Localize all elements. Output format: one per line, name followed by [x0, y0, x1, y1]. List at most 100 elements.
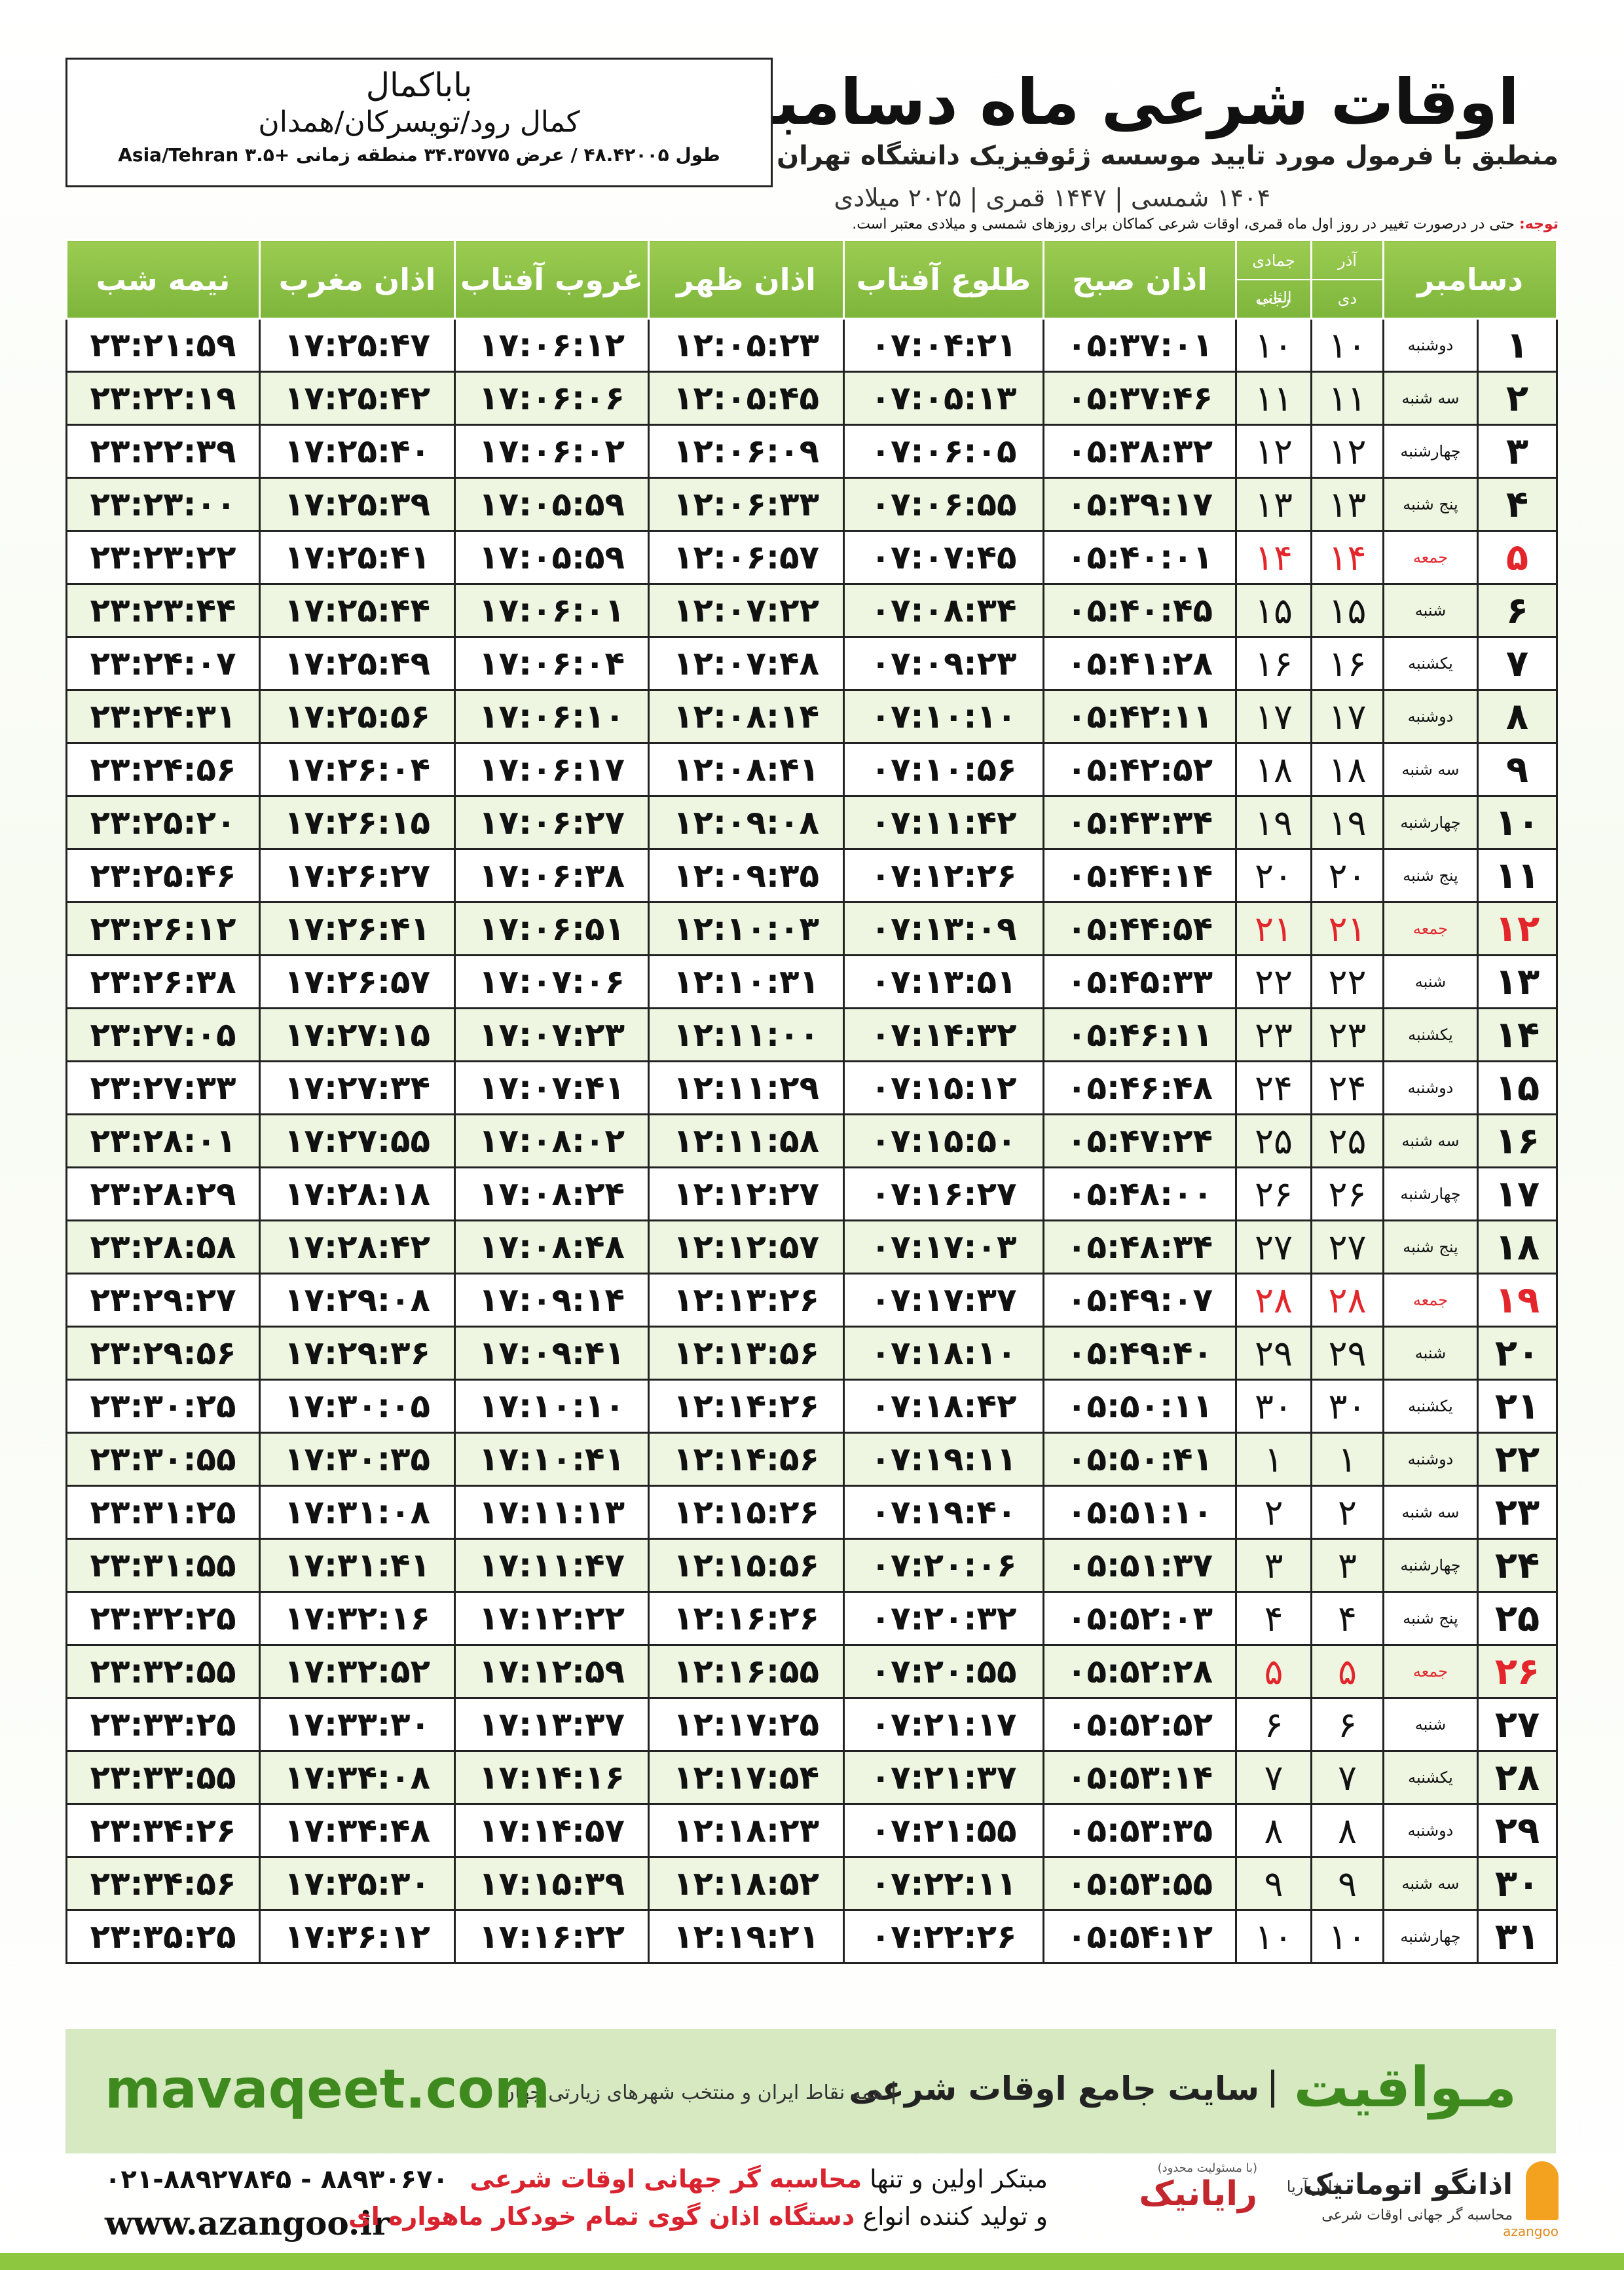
time: ۰۷:۱۵:۵۰ [843, 1113, 1044, 1168]
lunar-date: ۲۳ [1235, 1007, 1312, 1062]
time: ۱۲:۱۳:۵۶ [648, 1326, 845, 1381]
lunar-date: ۸ [1235, 1803, 1312, 1858]
text: مبتکر اولین و تنها [870, 2165, 1048, 2193]
time: ۱۷:۱۲:۲۲ [454, 1591, 650, 1646]
lunar-date: ۶ [1235, 1697, 1312, 1752]
time: ۱۷:۲۵:۳۹ [259, 477, 456, 532]
time: ۱۷:۰۵:۵۹ [454, 477, 650, 532]
time: ۱۷:۰۸:۲۴ [454, 1166, 650, 1221]
solar-date: ۱۸ [1310, 742, 1384, 797]
day-number: ۲۴ [1477, 1538, 1558, 1593]
weekday: جمعه [1382, 530, 1479, 585]
lunar-date: ۴ [1235, 1591, 1312, 1646]
table-row: ۲۲ دوشنبه ۱ ۱ ۰۵:۵۰:۴۱ ۰۷:۱۹:۱۱ ۱۲:۱۴:۵۶ ۱۷:۱۰:… [65, 1432, 1558, 1487]
time: ۱۷:۲۹:۳۶ [259, 1326, 456, 1381]
table-row: ۲۶ جمعه ۵ ۵ ۰۵:۵۲:۲۸ ۰۷:۲۰:۵۵ ۱۲:۱۶:۵۵ ۱۷:۱۲:۵۹… [65, 1644, 1558, 1699]
time: ۰۷:۲۲:۲۶ [843, 1909, 1044, 1964]
day-number: ۹ [1477, 742, 1558, 797]
lunar-date: ۱۶ [1235, 636, 1312, 691]
solar-date: ۲ [1310, 1485, 1384, 1540]
time: ۰۷:۲۰:۰۶ [843, 1538, 1044, 1593]
logo-note: (با مسئولیت محدود) [1157, 2161, 1257, 2175]
time: ۱۲:۱۸:۲۳ [648, 1803, 845, 1858]
time: ۱۲:۰۶:۰۹ [648, 424, 845, 479]
lunar-date: ۳۰ [1235, 1379, 1312, 1434]
time: ۰۵:۴۵:۳۳ [1043, 954, 1237, 1009]
time: ۲۳:۲۶:۱۲ [65, 901, 261, 956]
lunar-date: ۱۳ [1235, 477, 1312, 532]
time: ۱۲:۱۱:۰۰ [648, 1007, 845, 1062]
table-row: ۸ دوشنبه ۱۷ ۱۷ ۰۵:۴۲:۱۱ ۰۷:۱۰:۱۰ ۱۲:۰۸:۱۴ ۱۷:۰۶… [65, 689, 1558, 744]
column-header: آذر دی [1310, 239, 1384, 320]
day-number: ۱۱ [1477, 848, 1558, 903]
time: ۰۷:۰۸:۳۴ [843, 583, 1044, 638]
time: ۱۲:۰۶:۳۳ [648, 477, 845, 532]
solar-date: ۲۲ [1310, 954, 1384, 1009]
time: ۲۳:۲۴:۵۶ [65, 742, 261, 797]
time: ۱۲:۱۵:۲۶ [648, 1485, 845, 1540]
day-number: ۸ [1477, 689, 1558, 744]
day-number: ۱۳ [1477, 954, 1558, 1009]
highlight: دستگاه اذان گوی تمام خودکار ماهواره ای [348, 2202, 855, 2231]
table-row: ۳۱ چهارشنبه ۱۰ ۱۰ ۰۵:۵۴:۱۲ ۰۷:۲۲:۲۶ ۱۲:۱۹:۲۱ ۱۷… [65, 1909, 1558, 1964]
time: ۰۵:۴۸:۳۴ [1043, 1219, 1237, 1275]
time: ۱۷:۱۴:۱۶ [454, 1750, 650, 1805]
table-row: ۴ پنج شنبه ۱۳ ۱۳ ۰۵:۳۹:۱۷ ۰۷:۰۶:۵۵ ۱۲:۰۶:۳۳ ۱۷:… [65, 477, 1558, 532]
lunar-date: ۷ [1235, 1750, 1312, 1805]
lunar-date: ۲۲ [1235, 954, 1312, 1009]
time: ۲۳:۳۲:۲۵ [65, 1591, 261, 1646]
time: ۲۳:۲۳:۰۰ [65, 477, 261, 532]
table-row: ۱۱ پنج شنبه ۲۰ ۲۰ ۰۵:۴۴:۱۴ ۰۷:۱۲:۲۶ ۱۲:۰۹:۳۵ ۱۷… [65, 848, 1558, 903]
column-header: اذان صبح [1043, 239, 1237, 320]
weekday: دوشنبه [1382, 318, 1479, 373]
solar-date: ۳ [1310, 1538, 1384, 1593]
lunar-date: ۲۴ [1235, 1060, 1312, 1115]
weekday: دوشنبه [1382, 1803, 1479, 1858]
weekday: چهارشنبه [1382, 795, 1479, 850]
weekday: یکشنبه [1382, 1750, 1479, 1805]
lunar-date: ۱۲ [1235, 424, 1312, 479]
lunar-date: ۲۸ [1235, 1273, 1312, 1328]
weekday: سه شنبه [1382, 1485, 1479, 1540]
slogan: سایت جامع اوقات شرعی [849, 2070, 1274, 2108]
time: ۰۵:۴۳:۳۴ [1043, 795, 1237, 850]
time: ۰۵:۵۳:۵۵ [1043, 1856, 1237, 1911]
time: ۱۲:۰۷:۲۲ [648, 583, 845, 638]
time: ۰۵:۵۴:۱۲ [1043, 1909, 1237, 1964]
time: ۰۵:۴۴:۱۴ [1043, 848, 1237, 903]
prayer-table: دسامبر آذر دی جمادی الثانی رجب اذان صبح طلوع آ… [65, 239, 1558, 1964]
lunar-date: ۱۹ [1235, 795, 1312, 850]
time: ۰۷:۱۷:۳۷ [843, 1273, 1044, 1328]
time: ۰۷:۱۸:۴۲ [843, 1379, 1044, 1434]
table-row: ۵ جمعه ۱۴ ۱۴ ۰۵:۴۰:۰۱ ۰۷:۰۷:۴۵ ۱۲:۰۶:۵۷ ۱۷:۰۵:۵… [65, 530, 1558, 585]
time: ۰۷:۰۹:۲۳ [843, 636, 1044, 691]
table-row: ۱۵ دوشنبه ۲۴ ۲۴ ۰۵:۴۶:۴۸ ۰۷:۱۵:۱۲ ۱۲:۱۱:۲۹ ۱۷:۰… [65, 1060, 1558, 1115]
time: ۰۵:۴۴:۵۴ [1043, 901, 1237, 956]
time: ۰۷:۱۸:۱۰ [843, 1326, 1044, 1381]
time: ۰۷:۱۳:۵۱ [843, 954, 1044, 1009]
table-body: ۱ دوشنبه ۱۰ ۱۰ ۰۵:۳۷:۰۱ ۰۷:۰۴:۲۱ ۱۲:۰۵:۲۳ ۱۷:۰۶… [65, 318, 1558, 1964]
time: ۰۷:۰۶:۰۵ [843, 424, 1044, 479]
time: ۱۷:۱۰:۱۰ [454, 1379, 650, 1434]
time: ۲۳:۲۸:۵۸ [65, 1219, 261, 1275]
table-row: ۱۴ یکشنبه ۲۳ ۲۳ ۰۵:۴۶:۱۱ ۰۷:۱۴:۳۲ ۱۲:۱۱:۰۰ ۱۷:۰… [65, 1007, 1558, 1062]
weekday: چهارشنبه [1382, 1909, 1479, 1964]
table-row: ۱۹ جمعه ۲۸ ۲۸ ۰۵:۴۹:۰۷ ۰۷:۱۷:۳۷ ۱۲:۱۳:۲۶ ۱۷:۰۹:… [65, 1273, 1558, 1328]
day-number: ۲۰ [1477, 1326, 1558, 1381]
time: ۱۲:۱۲:۵۷ [648, 1219, 845, 1275]
time: ۱۷:۰۹:۱۴ [454, 1273, 650, 1328]
weekday: جمعه [1382, 901, 1479, 956]
time: ۰۷:۰۶:۵۵ [843, 477, 1044, 532]
weekday: دوشنبه [1382, 1060, 1479, 1115]
time: ۲۳:۲۸:۲۹ [65, 1166, 261, 1221]
time: ۰۵:۵۰:۱۱ [1043, 1379, 1237, 1434]
time: ۰۷:۱۱:۴۲ [843, 795, 1044, 850]
solar-date: ۴ [1310, 1591, 1384, 1646]
day-number: ۳۱ [1477, 1909, 1558, 1964]
time: ۱۷:۲۶:۰۴ [259, 742, 456, 797]
solar-date: ۹ [1310, 1856, 1384, 1911]
lunar-date: ۹ [1235, 1856, 1312, 1911]
table-row: ۱۸ پنج شنبه ۲۷ ۲۷ ۰۵:۴۸:۳۴ ۰۷:۱۷:۰۳ ۱۲:۱۲:۵۷ ۱۷… [65, 1219, 1558, 1275]
logo-icon [1526, 2161, 1559, 2220]
time: ۲۳:۲۲:۳۹ [65, 424, 261, 479]
